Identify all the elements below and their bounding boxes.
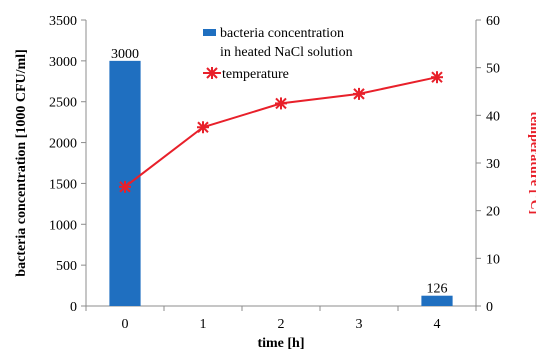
right-tick-label: 0 xyxy=(486,300,493,315)
left-axis-title: bacteria concentration [1000 CFU/ml] xyxy=(14,49,29,276)
x-tick-label: 1 xyxy=(200,317,207,332)
right-axis-ticks: 0 10 20 30 40 50 60 xyxy=(476,14,500,315)
legend-bar-label-line1: bacteria concentration xyxy=(220,26,344,41)
bar-data-label: 3000 xyxy=(111,47,139,62)
legend-line-marker xyxy=(206,67,218,79)
legend-line-label: temperature xyxy=(222,67,289,82)
temperature-point xyxy=(431,71,443,84)
left-axis-ticks: 0 500 1000 1500 2000 2500 3000 3500 xyxy=(49,14,86,315)
left-tick-label: 2500 xyxy=(49,96,77,111)
temperature-line xyxy=(124,76,438,188)
temperature-point xyxy=(197,121,209,134)
right-tick-label: 10 xyxy=(486,252,500,267)
x-axis-title: time [h] xyxy=(257,336,304,351)
right-tick-label: 60 xyxy=(486,14,500,29)
x-tick-label: 3 xyxy=(356,317,363,332)
right-tick-label: 30 xyxy=(486,157,500,172)
x-axis-ticks: 0 1 2 3 4 xyxy=(85,306,477,332)
legend: bacteria concentration in heated NaCl so… xyxy=(203,26,353,82)
right-tick-label: 40 xyxy=(486,109,500,124)
temperature-point xyxy=(119,180,131,193)
temperature-series xyxy=(119,71,443,193)
legend-bar-label-line2: in heated NaCl solution xyxy=(220,45,353,60)
left-tick-label: 2000 xyxy=(49,137,77,152)
x-tick-label: 4 xyxy=(434,317,441,332)
bar-series: 3000 126 xyxy=(109,47,453,306)
x-tick-label: 2 xyxy=(278,317,285,332)
bar-data-label: 126 xyxy=(427,282,448,297)
left-tick-label: 1000 xyxy=(49,218,77,233)
left-tick-label: 3000 xyxy=(49,55,77,70)
right-axis-title: temperature [°C] xyxy=(527,112,536,215)
left-tick-label: 500 xyxy=(56,259,77,274)
x-tick-label: 0 xyxy=(122,317,129,332)
right-tick-label: 50 xyxy=(486,62,500,77)
right-tick-label: 20 xyxy=(486,205,500,220)
temperature-point xyxy=(353,87,365,100)
temperature-point xyxy=(275,97,287,110)
bar xyxy=(421,295,453,306)
left-tick-label: 3500 xyxy=(49,14,77,29)
left-tick-label: 0 xyxy=(70,300,77,315)
left-tick-label: 1500 xyxy=(49,177,77,192)
legend-bar-swatch xyxy=(203,29,216,36)
